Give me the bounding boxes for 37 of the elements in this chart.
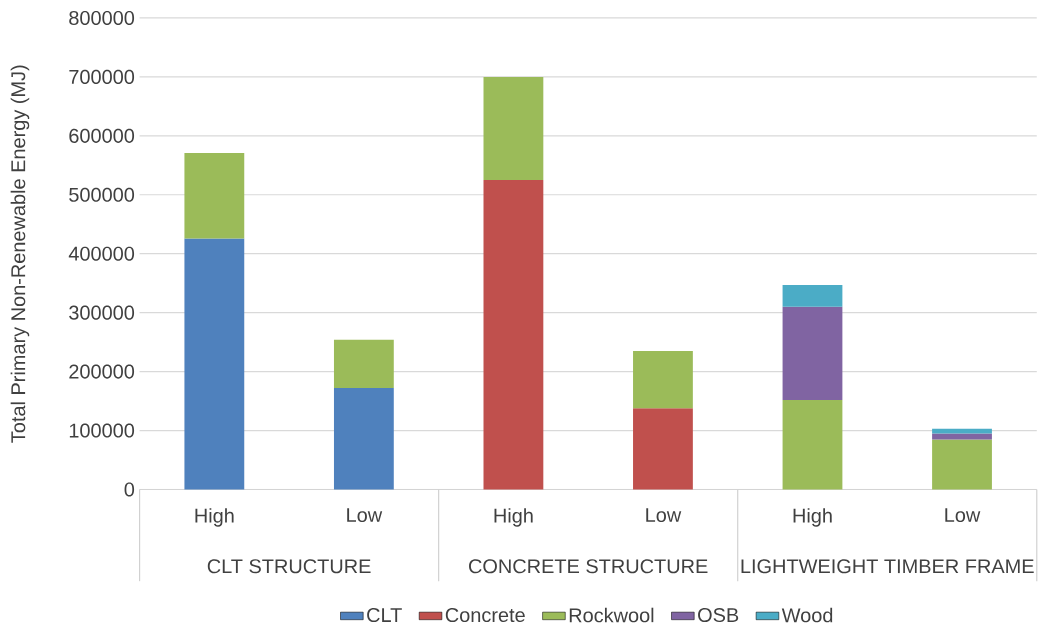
x-tick-label: High [494,508,533,527]
y-tick-label: 300000 [69,305,135,320]
legend-label: Concrete [445,607,525,623]
bar [483,180,544,490]
legend-label: Wood [781,607,833,623]
x-tick-label: Low [347,508,383,523]
legend-label: OSB [698,607,739,623]
y-tick-label: 400000 [68,246,135,261]
legend-label: Rockwool [569,607,654,623]
bar [633,408,693,490]
bar [333,388,394,490]
y-tick-label: 100000 [69,423,135,438]
y-axis-title: Total Primary Non-Renewable Energy (MJ) [10,65,30,443]
bar [483,76,544,181]
bar [932,439,992,490]
bar [633,350,693,409]
bar [782,306,843,400]
legend-label: CLT [367,607,402,623]
y-tick-label: 800000 [69,10,135,25]
y-tick-label: 200000 [69,364,135,379]
bar [333,339,394,389]
x-tick-label: Low [945,508,981,523]
x-tick-label: High [793,508,832,527]
y-tick-label: 600000 [69,128,135,143]
bar [184,152,245,239]
text: CLT STRUCTURE [207,559,371,574]
bar [184,238,245,490]
text: CONCRETE STRUCTURE [469,559,708,574]
bar [932,433,992,440]
x-tick-label: Low [646,508,682,523]
y-tick-label: 700000 [69,69,135,84]
bar [782,284,843,307]
y-tick-label: 0 [124,482,135,497]
y-tick-label: 500000 [69,187,135,202]
bar [782,399,843,490]
text: LIGHTWEIGHT TIMBER FRAME [741,559,1034,574]
x-tick-label: High [195,508,234,527]
